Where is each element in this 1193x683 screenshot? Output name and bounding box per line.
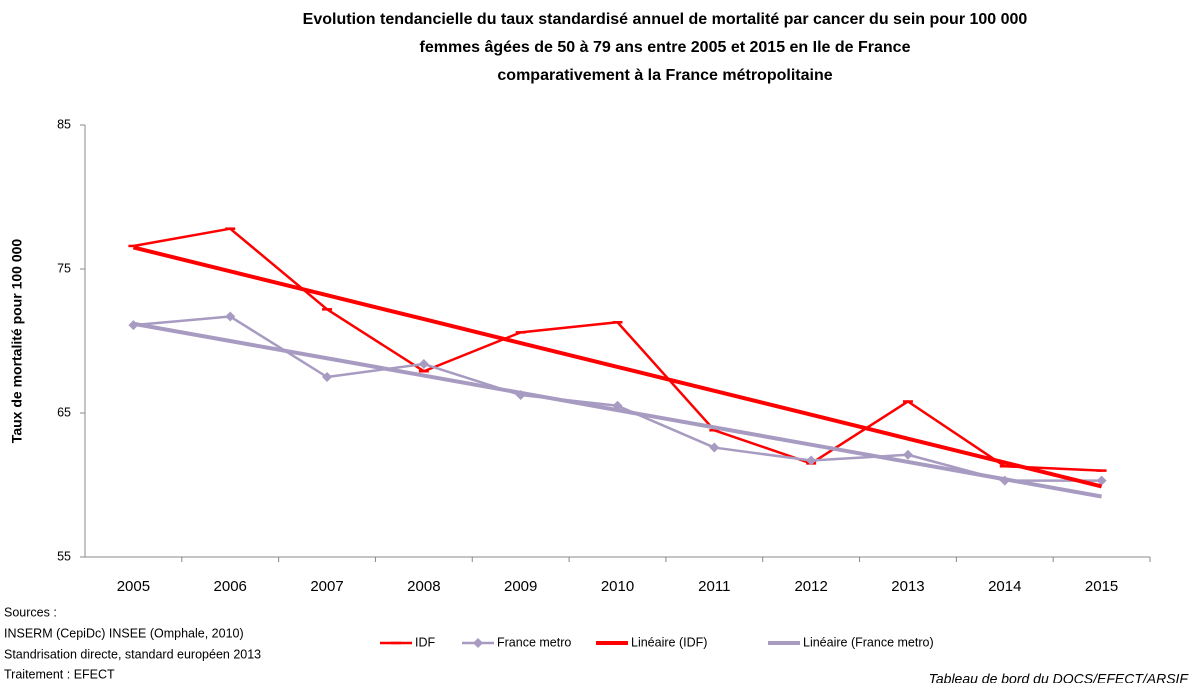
y-tick-label: 85: [57, 117, 71, 131]
x-tick-label: 2012: [794, 578, 827, 595]
credit: Tableau de bord du DOCS/EFECT/ARSIF: [929, 671, 1190, 683]
series-line: [133, 315, 1102, 482]
x-tick-label: 2006: [214, 578, 247, 595]
y-tick-label: 65: [57, 405, 71, 419]
marker: [225, 311, 236, 322]
x-tick-label: 2009: [504, 578, 537, 595]
source-line: Standrisation directe, standard européen…: [4, 647, 261, 661]
series-line: [133, 321, 1102, 499]
series-line: [132, 245, 1103, 489]
x-tick-label: 2007: [310, 578, 343, 595]
source-line: Sources :: [4, 605, 57, 619]
chart-title: comparativement à la France métropolitai…: [497, 67, 832, 84]
legend-label: Linéaire (IDF): [631, 635, 707, 649]
marker: [1096, 475, 1107, 486]
marker: [806, 455, 817, 466]
marker: [322, 372, 333, 382]
y-tick-label: 75: [57, 261, 71, 275]
chart-title: Evolution tendancielle du taux standardi…: [303, 11, 1028, 28]
x-tick-label: 2005: [117, 578, 150, 595]
x-tick-label: 2013: [891, 578, 924, 595]
source-line: INSERM (CepiDc) INSEE (Omphale, 2010): [4, 626, 244, 640]
chart-title: femmes âgées de 50 à 79 ans entre 2005 e…: [420, 39, 911, 56]
x-tick-label: 2014: [988, 578, 1021, 595]
marker: [709, 442, 720, 453]
legend-label: IDF: [415, 635, 436, 649]
source-line: Traitement : EFECT: [4, 667, 115, 681]
marker: [418, 359, 429, 370]
x-tick-label: 2011: [698, 578, 730, 595]
legend-label: France metro: [497, 635, 571, 649]
marker: [902, 449, 913, 460]
x-tick-label: 2015: [1085, 578, 1118, 595]
y-tick-label: 55: [57, 549, 71, 563]
marker: [473, 638, 483, 648]
y-axis-label: Taux de mortalité pour 100 000: [9, 239, 25, 444]
x-tick-label: 2010: [601, 578, 634, 595]
legend-label: Linéaire (France metro): [803, 635, 934, 649]
x-tick-label: 2008: [407, 578, 440, 595]
